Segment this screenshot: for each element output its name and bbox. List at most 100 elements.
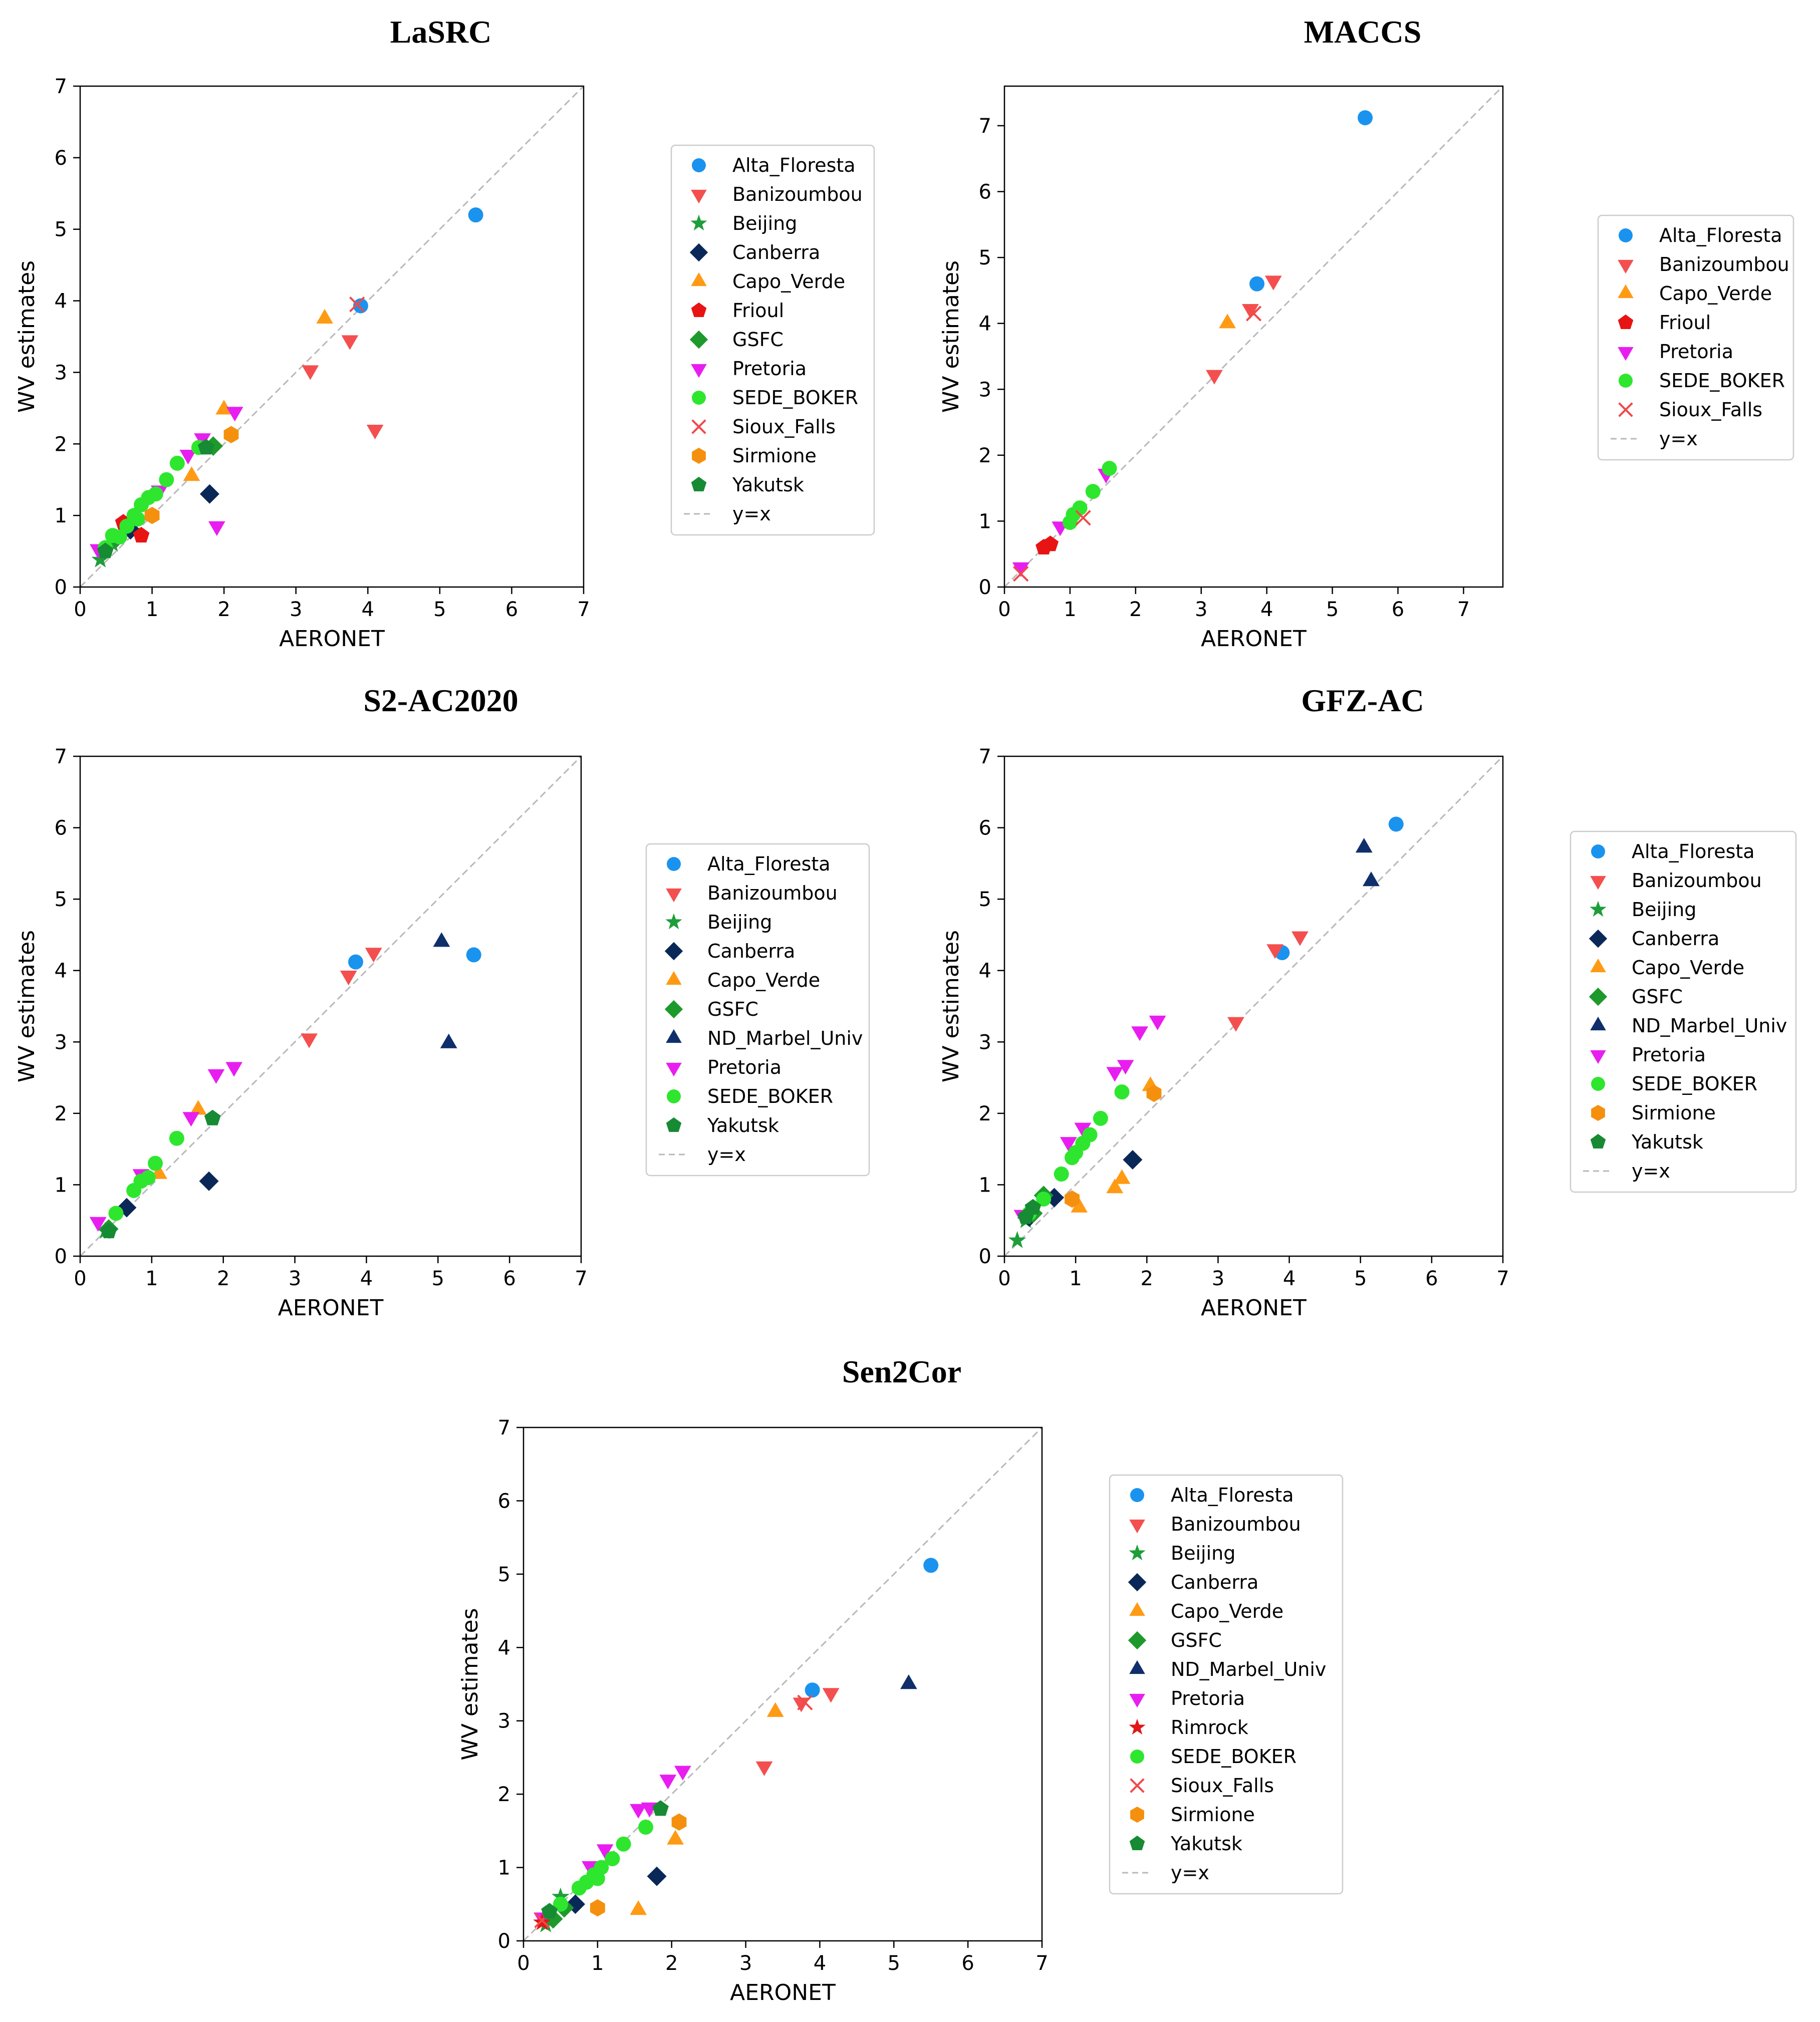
data-point — [126, 1183, 142, 1198]
data-point — [1075, 510, 1091, 526]
legend-marker — [666, 1117, 682, 1132]
legend-box — [1570, 830, 1797, 1193]
data-point — [1102, 461, 1117, 476]
legend-marker — [666, 888, 682, 903]
legend-label: Yakutsk — [1170, 1833, 1242, 1855]
y-tick-label: 6 — [55, 147, 67, 170]
series-alta-floresta — [1249, 110, 1373, 292]
legend-label: ND_Marbel_Univ — [1171, 1658, 1326, 1680]
legend-marker — [691, 476, 707, 491]
x-axis-label: AERONET — [730, 1980, 836, 2005]
legend-label: SEDE_BOKER — [1632, 1073, 1757, 1095]
data-point — [1291, 931, 1309, 946]
x-tick-label: 5 — [888, 1952, 900, 1975]
legend-label: Sioux_Falls — [1171, 1775, 1274, 1797]
data-point — [667, 1830, 684, 1845]
data-point — [652, 1800, 669, 1816]
y-tick-label: 5 — [979, 888, 991, 911]
series-alta-floresta — [353, 207, 483, 314]
data-point — [766, 1702, 784, 1717]
data-point — [638, 1820, 653, 1835]
legend-label: Alta_Floresta — [1171, 1484, 1294, 1506]
data-point — [89, 1217, 107, 1232]
data-point — [671, 1813, 687, 1831]
legend-marker — [1618, 402, 1633, 417]
legend-label: Beijing — [732, 212, 797, 234]
plot-frame — [1003, 85, 1504, 588]
legend-label: Capo_Verde — [732, 270, 845, 293]
y-tick-label: 4 — [55, 290, 67, 313]
legend-label: Banizoumbou — [707, 882, 838, 904]
chart-title: MACCS — [1304, 14, 1422, 50]
data-point — [1355, 838, 1373, 853]
x-tick-label: 3 — [289, 1267, 301, 1290]
chart-sen2cor: Sen2Cor 0 1 2 3 4 5 6 7 0 1 2 3 4 5 6 7 AERONET WV estimat… — [457, 1354, 1344, 2005]
data-point — [605, 1851, 620, 1866]
y-tick-label: 4 — [979, 313, 991, 336]
series-nd-marbel-univ — [1355, 838, 1380, 887]
data-point — [468, 207, 483, 223]
legend-marker — [666, 1062, 682, 1077]
legend-label: GSFC — [1171, 1629, 1222, 1651]
y-tick-label: 4 — [55, 960, 67, 983]
data-point — [134, 497, 149, 512]
x-tick-label: 2 — [1141, 1267, 1153, 1290]
x-tick-label: 5 — [1326, 598, 1339, 621]
data-point — [130, 511, 145, 527]
legend-marker — [1590, 901, 1607, 917]
legend-label: Sioux_Falls — [1659, 399, 1762, 421]
y-tick-label: 6 — [498, 1490, 510, 1513]
y-tick-label: 7 — [979, 745, 991, 768]
x-tick-label: 5 — [432, 1267, 444, 1290]
legend-marker — [1590, 1133, 1606, 1148]
x-tick-label: 4 — [1260, 598, 1273, 621]
data-point — [341, 335, 359, 350]
y-tick-label: 1 — [979, 1174, 991, 1197]
legend-marker — [666, 971, 682, 985]
legend-marker — [1129, 1693, 1145, 1708]
y-tick-label: 7 — [55, 745, 67, 768]
data-point — [204, 1109, 221, 1125]
legend-box — [1597, 214, 1794, 461]
x-tick-label: 6 — [1425, 1267, 1438, 1290]
data-point — [169, 455, 185, 471]
legend-label: Banizoumbou — [732, 183, 863, 205]
y-tick-label: 0 — [55, 1245, 67, 1268]
data-point — [91, 550, 109, 567]
data-point — [119, 518, 135, 534]
data-point — [1219, 314, 1236, 329]
data-point — [159, 472, 174, 487]
legend-marker — [666, 1029, 682, 1043]
data-point — [97, 542, 114, 558]
x-tick-label: 1 — [146, 598, 158, 621]
data-point — [1149, 1015, 1166, 1030]
y-axis-label: WV estimates — [14, 260, 40, 413]
y-tick-label: 6 — [979, 817, 991, 840]
data-point — [1074, 1122, 1092, 1137]
legend-marker — [1128, 1631, 1147, 1650]
data-point — [1106, 1179, 1124, 1194]
data-point — [797, 1694, 813, 1710]
y-tick-label: 4 — [979, 960, 991, 983]
legend-label: GSFC — [732, 329, 784, 351]
data-point — [805, 1682, 820, 1698]
series-nd-marbel-univ — [433, 932, 457, 1048]
y-tick-label: 4 — [498, 1636, 510, 1659]
legend-label: y=x — [732, 503, 771, 525]
x-tick-label: 6 — [961, 1952, 974, 1975]
legend-marker — [664, 942, 683, 961]
data-point — [199, 1171, 219, 1191]
legend-label: Capo_Verde — [1659, 282, 1772, 305]
legend-marker — [1618, 284, 1634, 299]
y-tick-label: 0 — [979, 576, 991, 599]
chart-lasrc: LaSRC 0 1 2 3 4 5 6 7 0 1 2 3 4 5 6 7 AERONET WV estimates… — [14, 14, 875, 652]
legend-label: Alta_Floresta — [1632, 840, 1755, 862]
legend-marker — [1590, 876, 1606, 890]
legend-marker — [691, 419, 706, 434]
plot-frame — [1003, 755, 1504, 1257]
data-point — [144, 506, 160, 524]
data-point — [1249, 276, 1265, 292]
series-sede-boker — [553, 1820, 653, 1912]
x-tick-label: 7 — [577, 598, 590, 621]
data-point — [1227, 1017, 1244, 1032]
